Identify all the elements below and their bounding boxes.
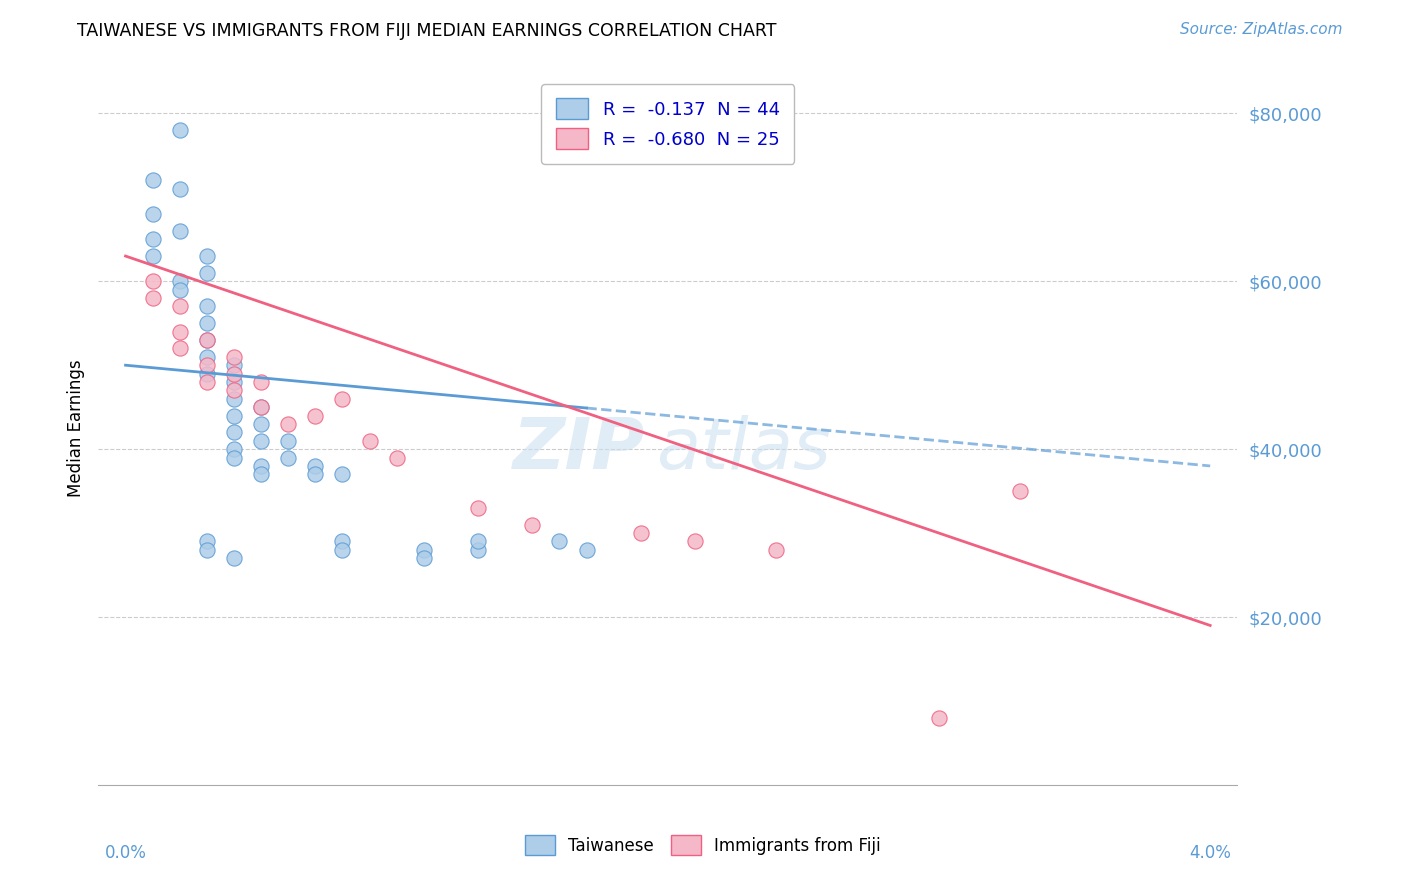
Point xyxy=(332,467,354,482)
Point xyxy=(467,534,489,549)
Point xyxy=(222,384,245,398)
Point xyxy=(195,316,218,330)
Text: Source: ZipAtlas.com: Source: ZipAtlas.com xyxy=(1180,22,1343,37)
Y-axis label: Median Earnings: Median Earnings xyxy=(66,359,84,497)
Point xyxy=(142,249,165,263)
Point xyxy=(222,392,245,406)
Point xyxy=(142,173,165,187)
Point xyxy=(195,266,218,280)
Point xyxy=(222,367,245,381)
Point xyxy=(195,350,218,364)
Point xyxy=(195,300,218,314)
Point xyxy=(683,534,706,549)
Point xyxy=(277,450,299,465)
Point xyxy=(222,375,245,389)
Point xyxy=(359,434,381,448)
Point xyxy=(250,467,273,482)
Point xyxy=(222,551,245,566)
Point xyxy=(142,232,165,246)
Point xyxy=(195,534,218,549)
Point xyxy=(195,367,218,381)
Point xyxy=(548,534,571,549)
Text: 4.0%: 4.0% xyxy=(1189,844,1232,862)
Point xyxy=(928,711,950,725)
Point xyxy=(222,409,245,423)
Legend: Taiwanese, Immigrants from Fiji: Taiwanese, Immigrants from Fiji xyxy=(519,829,887,862)
Point xyxy=(222,450,245,465)
Point xyxy=(195,333,218,347)
Text: ZIP: ZIP xyxy=(513,415,645,484)
Point xyxy=(277,417,299,431)
Point xyxy=(169,325,191,339)
Point xyxy=(195,542,218,557)
Point xyxy=(467,500,489,515)
Point xyxy=(222,350,245,364)
Point xyxy=(412,551,434,566)
Point xyxy=(385,450,408,465)
Point xyxy=(304,409,326,423)
Point xyxy=(522,517,544,532)
Point xyxy=(250,434,273,448)
Point xyxy=(142,274,165,288)
Point xyxy=(195,333,218,347)
Point xyxy=(575,542,598,557)
Point xyxy=(169,283,191,297)
Point xyxy=(250,417,273,431)
Point xyxy=(142,207,165,221)
Point xyxy=(195,375,218,389)
Legend: R =  -0.137  N = 44, R =  -0.680  N = 25: R = -0.137 N = 44, R = -0.680 N = 25 xyxy=(541,84,794,163)
Point xyxy=(222,358,245,372)
Point xyxy=(332,392,354,406)
Point xyxy=(222,425,245,440)
Point xyxy=(250,400,273,414)
Point xyxy=(304,458,326,473)
Point xyxy=(467,542,489,557)
Point xyxy=(195,358,218,372)
Point xyxy=(250,458,273,473)
Point xyxy=(277,434,299,448)
Point xyxy=(169,224,191,238)
Point xyxy=(142,291,165,305)
Point xyxy=(332,542,354,557)
Point xyxy=(169,182,191,196)
Point xyxy=(169,274,191,288)
Point xyxy=(765,542,787,557)
Point xyxy=(169,342,191,356)
Text: 0.0%: 0.0% xyxy=(104,844,146,862)
Point xyxy=(195,249,218,263)
Point xyxy=(250,375,273,389)
Point xyxy=(169,300,191,314)
Point xyxy=(222,442,245,457)
Point xyxy=(630,526,652,541)
Text: atlas: atlas xyxy=(657,415,831,484)
Point xyxy=(304,467,326,482)
Point xyxy=(332,534,354,549)
Point xyxy=(412,542,434,557)
Point xyxy=(250,400,273,414)
Point xyxy=(1010,484,1032,499)
Point xyxy=(169,123,191,137)
Text: TAIWANESE VS IMMIGRANTS FROM FIJI MEDIAN EARNINGS CORRELATION CHART: TAIWANESE VS IMMIGRANTS FROM FIJI MEDIAN… xyxy=(77,22,778,40)
